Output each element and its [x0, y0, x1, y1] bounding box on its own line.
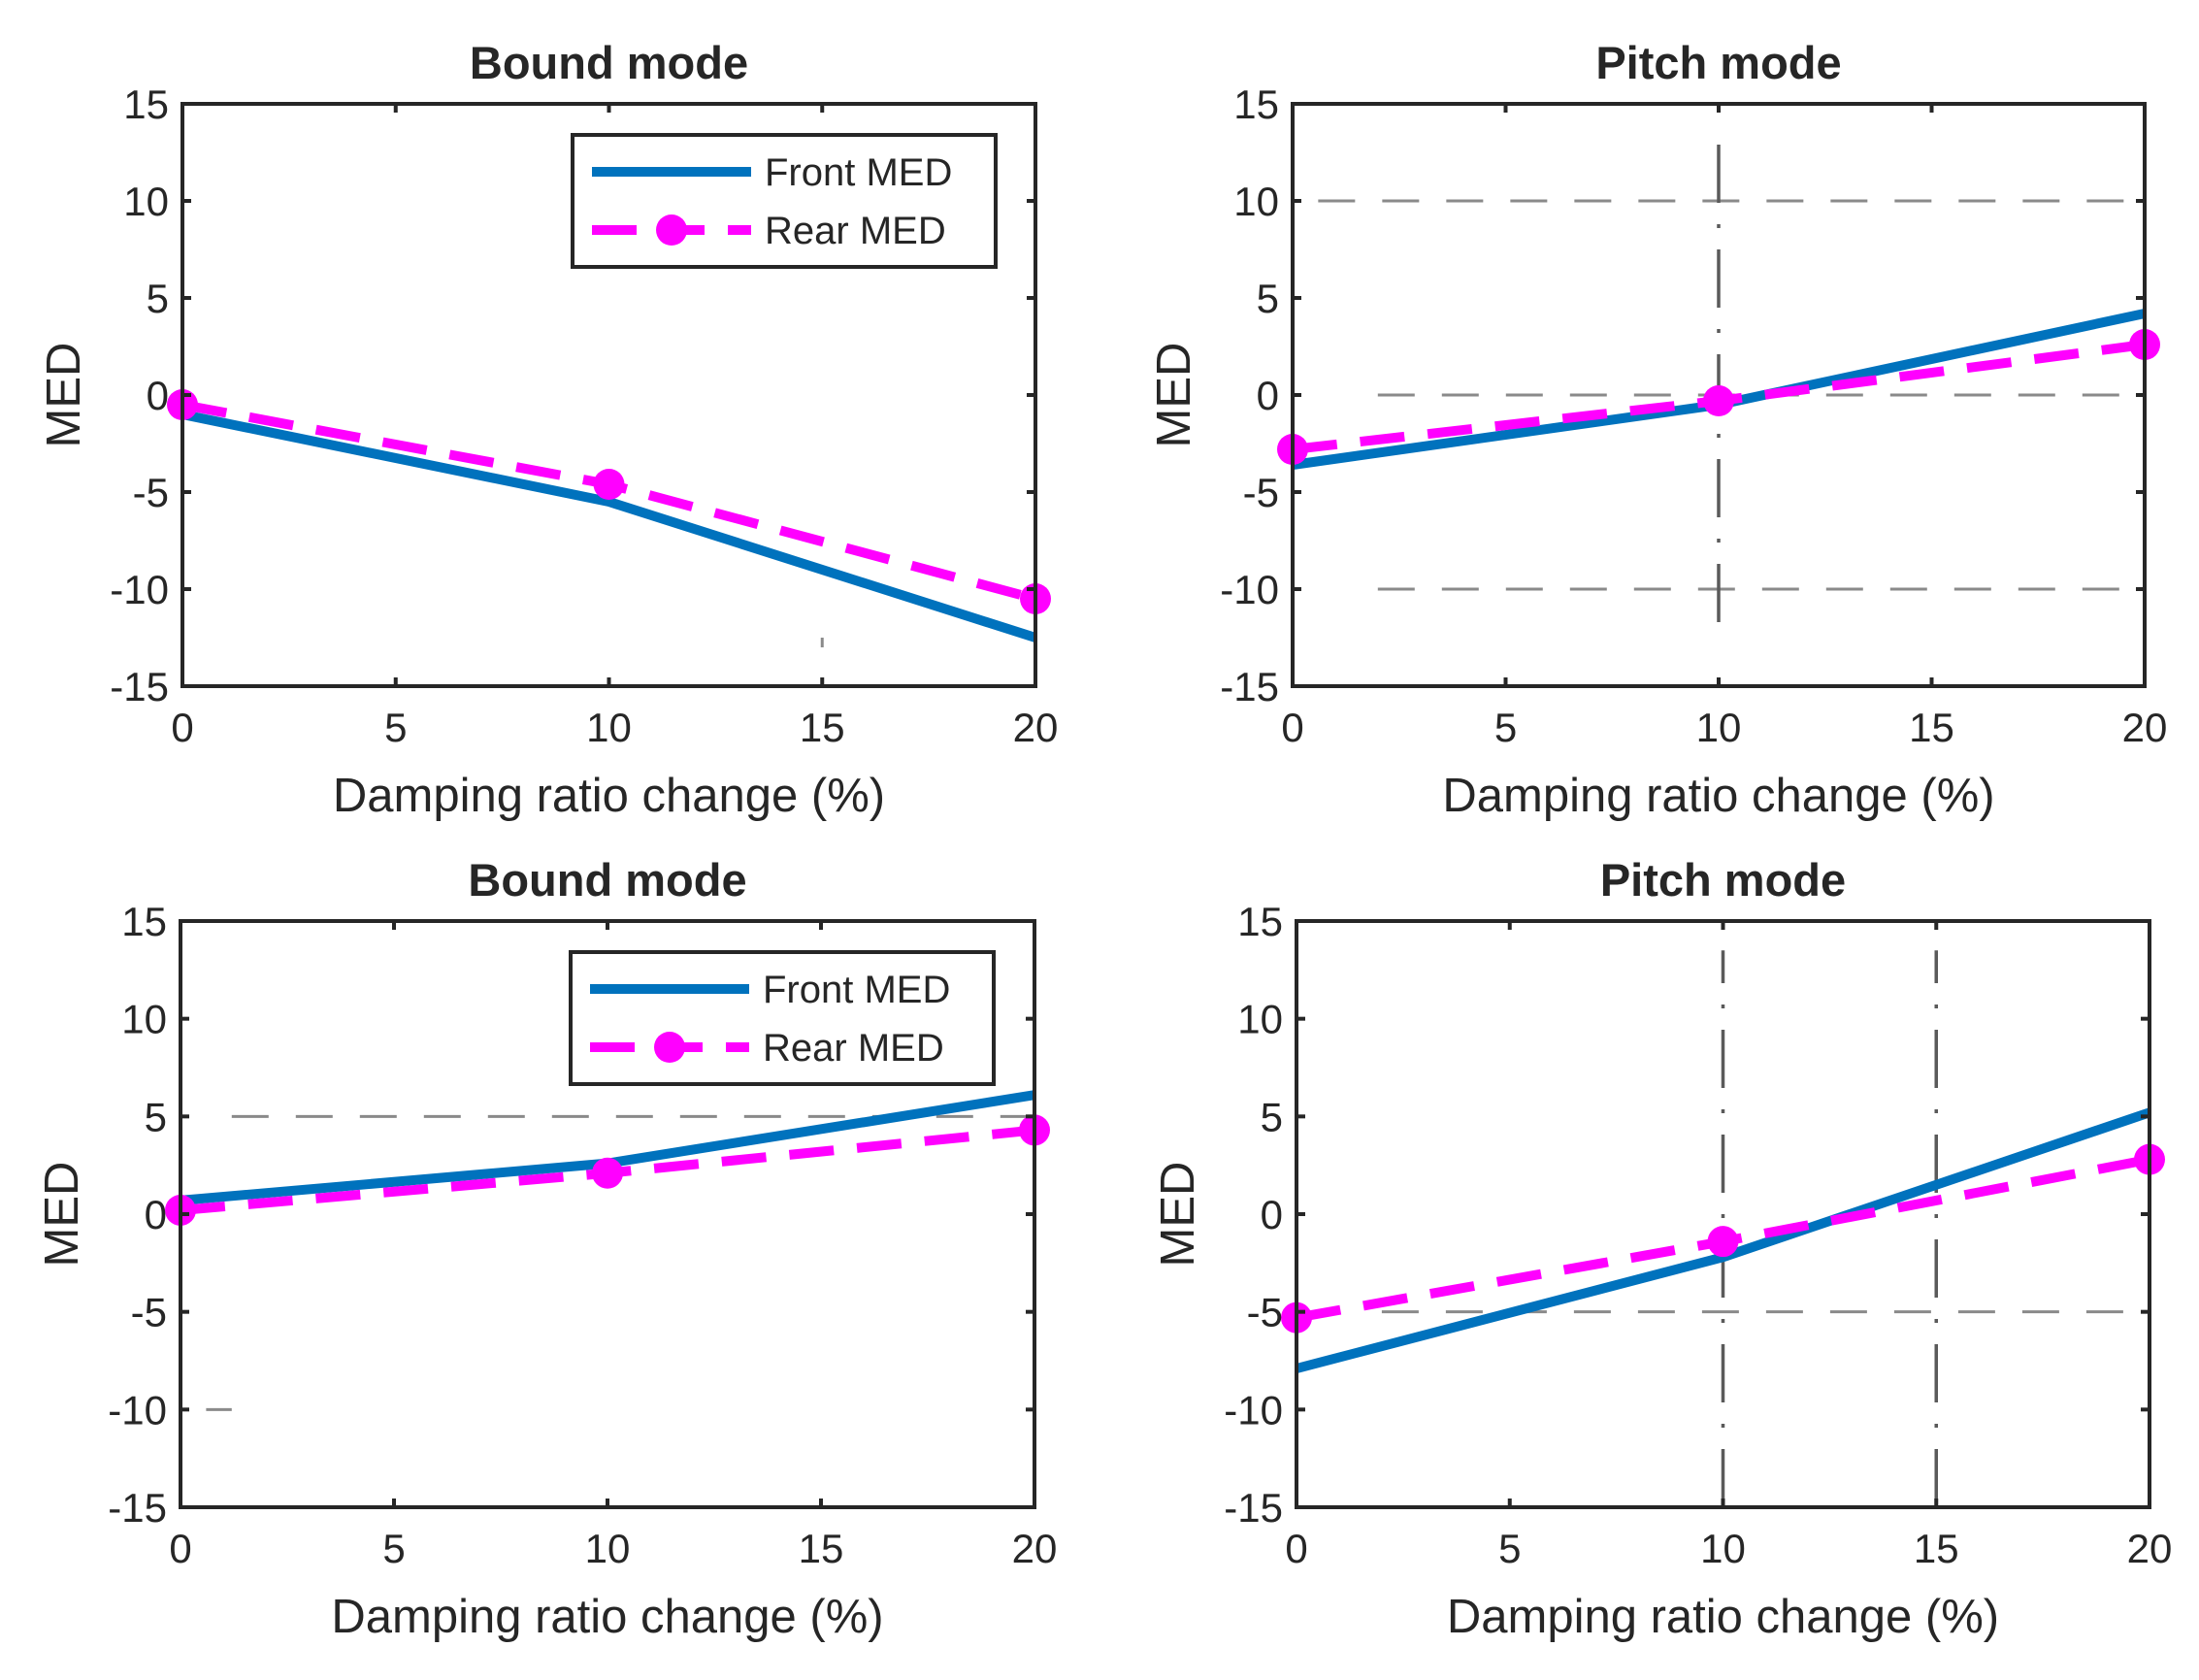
chart-3-title: Bound mode	[468, 854, 746, 906]
chart-2-rear-med-point-2	[1703, 385, 1734, 416]
chart-3-xtick-label: 10	[585, 1526, 631, 1571]
chart-3-rear-med-point-2	[592, 1157, 623, 1189]
chart-1-ytick-label: -5	[133, 470, 169, 515]
chart-1-ytick-label: -15	[110, 664, 169, 709]
chart-3-ytick-label: 15	[121, 899, 167, 944]
chart-2-xtick-label: 15	[1909, 705, 1954, 750]
chart-4-y-axis-label: MED	[1152, 1162, 1204, 1268]
chart-1-legend-rear-med-label: Rear MED	[765, 210, 946, 252]
chart-2-xtick-label: 5	[1494, 705, 1517, 750]
chart-2-x-axis-label: Damping ratio change (%)	[1442, 770, 1994, 822]
chart-3-ytick-label: 5	[145, 1094, 167, 1139]
chart-4-xtick-label: 15	[1914, 1526, 1959, 1571]
chart-3-legend-rear-med-marker	[654, 1032, 685, 1063]
chart-3-legend-front-med-label: Front MED	[763, 969, 950, 1011]
chart-4-rear-med-point-2	[1707, 1226, 1739, 1258]
chart-1-legend-box	[571, 133, 998, 269]
chart-4-ytick-label: -5	[1247, 1290, 1283, 1335]
chart-4-ytick-label: -15	[1224, 1485, 1283, 1531]
chart-4-front-med-line	[1295, 1107, 2151, 1373]
chart-3-legend-box	[569, 950, 996, 1086]
chart-3-legend-rear-med-label: Rear MED	[763, 1027, 944, 1070]
chart-4-ytick-label: 15	[1237, 899, 1283, 944]
chart-2-ytick-label: 5	[1257, 276, 1279, 321]
chart-4-x-axis-label: Damping ratio change (%)	[1447, 1591, 1999, 1643]
chart-3-legend: Front MED Rear MED	[569, 950, 996, 1086]
chart-1-ytick-label: 15	[123, 82, 169, 127]
chart-4-ytick-label: 5	[1261, 1094, 1283, 1139]
chart-4-ytick-label: 10	[1237, 997, 1283, 1042]
chart-4-ytick-label: -10	[1224, 1387, 1283, 1433]
chart-2-xtick-label: 0	[1281, 705, 1303, 750]
chart-3-ytick-label: -5	[131, 1290, 167, 1335]
chart-4-xtick-label: 0	[1285, 1526, 1307, 1571]
chart-2-ytick-label: 0	[1257, 373, 1279, 418]
chart-2-ytick-label: -15	[1220, 664, 1279, 709]
chart-1-rear-med-point-2	[593, 469, 625, 500]
chart-1-x-axis-label: Damping ratio change (%)	[333, 770, 885, 822]
chart-1-xtick-label: 20	[1013, 705, 1059, 750]
chart-3-xtick-label: 0	[169, 1526, 191, 1571]
chart-2-ytick-label: -5	[1243, 470, 1279, 515]
chart-3-xtick-label: 20	[1012, 1526, 1058, 1571]
chart-1-legend: Front MED Rear MED	[571, 133, 998, 269]
chart-3-xtick-label: 15	[799, 1526, 844, 1571]
chart-3-xtick-label: 5	[382, 1526, 405, 1571]
chart-3-ytick-label: -15	[108, 1485, 167, 1531]
chart-1-xtick-label: 0	[171, 705, 193, 750]
chart-1-ytick-label: 5	[147, 276, 169, 321]
chart-1-front-med-line	[181, 410, 1037, 642]
chart-1-xtick-label: 15	[800, 705, 845, 750]
chart-2-xtick-label: 20	[2122, 705, 2168, 750]
chart-1-y-axis-label: MED	[38, 343, 90, 448]
chart-1-legend-front-med-label: Front MED	[765, 151, 952, 194]
chart-1-ytick-label: 0	[147, 373, 169, 418]
chart-2-xtick-label: 10	[1696, 705, 1742, 750]
chart-1-xtick-label: 5	[384, 705, 407, 750]
chart-2-ytick-label: -10	[1220, 567, 1279, 612]
chart-3-ytick-label: 0	[145, 1192, 167, 1237]
chart-1-ytick-label: 10	[123, 179, 169, 224]
chart-4-xtick-label: 20	[2127, 1526, 2173, 1571]
chart-2-title: Pitch mode	[1595, 37, 1841, 88]
chart-1-ytick-label: -10	[110, 567, 169, 612]
chart-3-ytick-label: -10	[108, 1387, 167, 1433]
chart-3-y-axis-label: MED	[36, 1162, 88, 1268]
chart-4-xtick-label: 10	[1700, 1526, 1746, 1571]
chart-4-title: Pitch mode	[1600, 854, 1846, 906]
chart-4-xtick-label: 5	[1498, 1526, 1521, 1571]
chart-2-ytick-label: 10	[1233, 179, 1279, 224]
chart-2-ytick-label: 15	[1233, 82, 1279, 127]
chart-3-x-axis-label: Damping ratio change (%)	[331, 1591, 883, 1643]
chart-4-ytick-label: 0	[1261, 1192, 1283, 1237]
chart-1-xtick-label: 10	[586, 705, 632, 750]
chart-1-title: Bound mode	[470, 37, 748, 88]
chart-1-legend-rear-med-marker	[656, 214, 687, 246]
chart-2-y-axis-label: MED	[1148, 343, 1200, 448]
chart-3-ytick-label: 10	[121, 997, 167, 1042]
